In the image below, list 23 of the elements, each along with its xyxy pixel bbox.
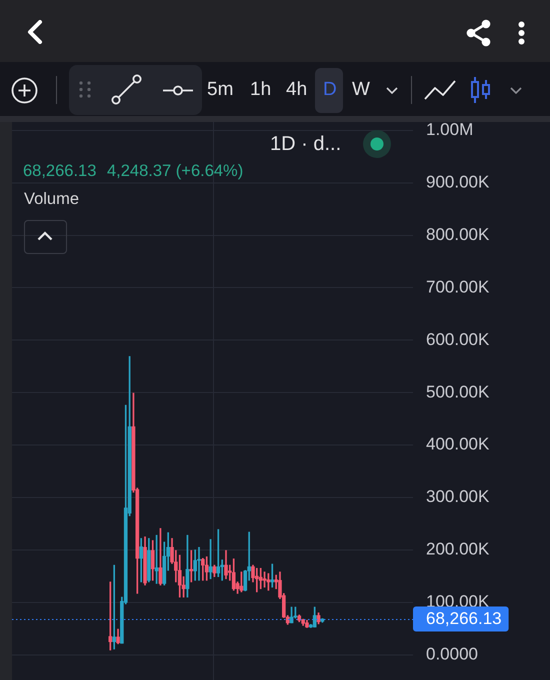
- y-tick-label: 900.00K: [426, 172, 490, 192]
- y-tick-label: 800.00K: [426, 224, 490, 244]
- y-tick-label: 500.00K: [426, 382, 490, 402]
- candlestick: [197, 546, 201, 581]
- annotation: 68,266.13: [23, 161, 96, 181]
- text: D: [323, 79, 337, 101]
- y-tick-label: 200.00K: [426, 540, 490, 559]
- candlestick: [208, 539, 212, 580]
- candlestick: [262, 572, 266, 588]
- y-tick-label: 0.0000: [426, 644, 478, 664]
- annotation: 4,248.37 (+6.64%): [107, 161, 244, 181]
- y-tick-label: 1.00M: [426, 120, 474, 140]
- y-tick-label: 400.00K: [426, 434, 490, 454]
- annotation: 1D · d...: [270, 132, 342, 156]
- annotation: Volume: [24, 189, 80, 209]
- text: 5m: [207, 79, 234, 101]
- ref-line-label: 68,266.13: [426, 609, 502, 628]
- y-tick-label: 600.00K: [426, 330, 490, 349]
- y-tick-label: 700.00K: [426, 277, 490, 296]
- text: 1h: [250, 79, 272, 101]
- text: W: [352, 79, 370, 101]
- y-tick-label: 300.00K: [426, 487, 490, 506]
- text: 4h: [286, 79, 308, 101]
